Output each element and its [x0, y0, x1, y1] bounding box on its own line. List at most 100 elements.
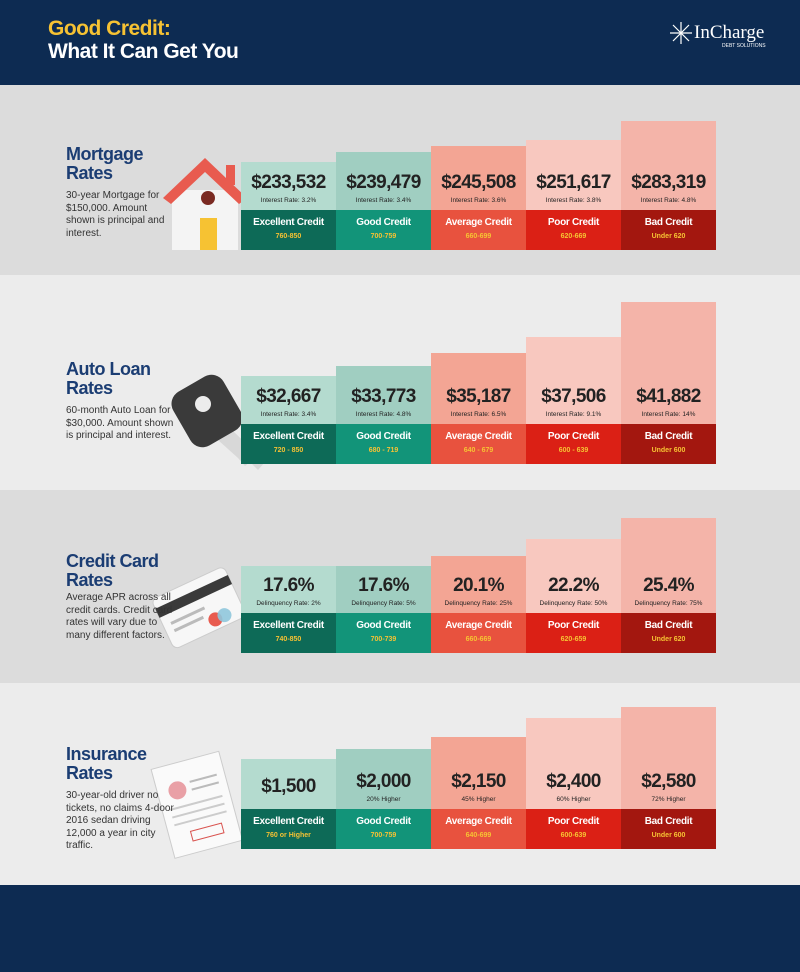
- card-icon: [152, 567, 246, 649]
- tier-subtext: 72% Higher: [651, 796, 686, 803]
- tier-range: 760-850: [275, 233, 302, 240]
- tier-subtext: Delinquency Rate: 2%: [256, 600, 321, 607]
- tier-label-band: [241, 210, 336, 250]
- tier-subtext: Interest Rate: 3.4%: [355, 197, 412, 204]
- tier-label-band: [241, 809, 336, 849]
- tier-label: Poor Credit: [547, 816, 600, 827]
- tier-box: [526, 539, 621, 613]
- logo-icon: [670, 22, 692, 44]
- tier-label: Poor Credit: [547, 431, 600, 442]
- tier-label: Average Credit: [445, 620, 512, 631]
- tier-range: Under 600: [651, 447, 686, 454]
- tier-label: Average Credit: [445, 431, 512, 442]
- section-description: 30-year Mortgage for $150,000. Amount sh…: [66, 190, 165, 239]
- tier-label: Good Credit: [356, 620, 411, 631]
- tier-box: [336, 366, 431, 424]
- tier-label-band: [336, 613, 431, 653]
- tier-label-band: [621, 613, 716, 653]
- tier-value: 25.4%: [643, 575, 694, 596]
- tier-subtext: Interest Rate: 6.5%: [450, 411, 507, 418]
- tier-box: [526, 718, 621, 809]
- header-subtitle: What It Can Get You: [48, 40, 239, 63]
- tier-range: 680 - 719: [368, 447, 399, 454]
- tier-label: Poor Credit: [547, 217, 600, 228]
- tier-box: [241, 162, 336, 210]
- tier-range: 600 - 639: [558, 447, 589, 454]
- tier-label-band: [336, 424, 431, 464]
- tier-label-band: [621, 424, 716, 464]
- tier-box: [431, 556, 526, 613]
- tier-range: 620-659: [560, 636, 587, 643]
- tier-value: 17.6%: [263, 575, 314, 596]
- document-icon: [150, 750, 244, 859]
- tier-box: [621, 518, 716, 613]
- tier-subtext: Delinquency Rate: 5%: [351, 600, 416, 607]
- tier-box: [336, 566, 431, 613]
- tier-label-band: [621, 210, 716, 250]
- tier-value: $1,500: [261, 776, 316, 797]
- footer-band: [0, 885, 800, 972]
- tier-value: $245,508: [441, 172, 516, 193]
- tier-label: Bad Credit: [644, 217, 693, 228]
- section-title: Insurance Rates: [66, 744, 147, 783]
- tier-box: [526, 140, 621, 210]
- tier-range: 660-699: [465, 233, 492, 240]
- tier-value: 22.2%: [548, 575, 599, 596]
- tier-label: Excellent Credit: [253, 620, 324, 631]
- tier-label: Average Credit: [445, 816, 512, 827]
- tier-label-band: [431, 424, 526, 464]
- tier-box: [241, 376, 336, 424]
- tier-box: [431, 146, 526, 210]
- tier-range: 740-850: [275, 636, 302, 643]
- tier-range: 620-669: [560, 233, 587, 240]
- tier-box: [336, 749, 431, 809]
- tier-subtext: Interest Rate: 4.8%: [355, 411, 412, 418]
- tier-label-band: [241, 424, 336, 464]
- tier-range: 640 - 679: [463, 447, 494, 454]
- tier-box: [431, 353, 526, 424]
- tier-value: $2,000: [356, 771, 411, 792]
- tier-label: Good Credit: [356, 217, 411, 228]
- section-description: 60-month Auto Loan for $30,000. Amount s…: [66, 405, 174, 441]
- tier-label-band: [431, 210, 526, 250]
- tier-label: Excellent Credit: [253, 816, 324, 827]
- tier-subtext: Interest Rate: 3.4%: [260, 411, 317, 418]
- tier-range: 760 or Higher: [266, 832, 311, 839]
- section-title: Credit Card Rates: [66, 551, 159, 590]
- tier-subtext: Delinquency Rate: 75%: [634, 600, 703, 607]
- tier-range: Under 600: [651, 832, 686, 839]
- tier-value: $233,532: [251, 172, 326, 193]
- tier-value: $2,150: [451, 771, 506, 792]
- tier-label: Average Credit: [445, 217, 512, 228]
- tier-label-band: [431, 613, 526, 653]
- section-title: Auto Loan Rates: [66, 359, 151, 398]
- tier-label: Excellent Credit: [253, 217, 324, 228]
- tier-subtext: Interest Rate: 3.8%: [545, 197, 602, 204]
- tier-box: [241, 759, 336, 809]
- tier-subtext: Interest Rate: 3.2%: [260, 197, 317, 204]
- tier-range: Under 620: [651, 233, 686, 240]
- tier-value: $32,667: [256, 386, 321, 407]
- tier-subtext: Delinquency Rate: 50%: [539, 600, 608, 607]
- logo-subtext: DEBT SOLUTIONS: [722, 43, 766, 49]
- tier-label-band: [241, 613, 336, 653]
- tier-subtext: Delinquency Rate: 25%: [444, 600, 513, 607]
- tier-value: $251,617: [536, 172, 611, 193]
- tier-value: $37,506: [541, 386, 606, 407]
- tier-range: 700-759: [370, 233, 397, 240]
- tier-value: $41,882: [636, 386, 701, 407]
- tier-value: 17.6%: [358, 575, 409, 596]
- tier-value: $239,479: [346, 172, 421, 193]
- tier-subtext: 60% Higher: [556, 796, 591, 803]
- tier-range: 600-639: [560, 832, 587, 839]
- tier-value: $283,319: [631, 172, 706, 193]
- tier-range: 640-699: [465, 832, 492, 839]
- tier-label-band: [526, 210, 621, 250]
- tier-value: $33,773: [351, 386, 416, 407]
- section-description: Average APR across all credit cards. Cre…: [66, 592, 173, 641]
- tier-box: [621, 121, 716, 210]
- tier-label: Excellent Credit: [253, 431, 324, 442]
- tier-value: $35,187: [446, 386, 511, 407]
